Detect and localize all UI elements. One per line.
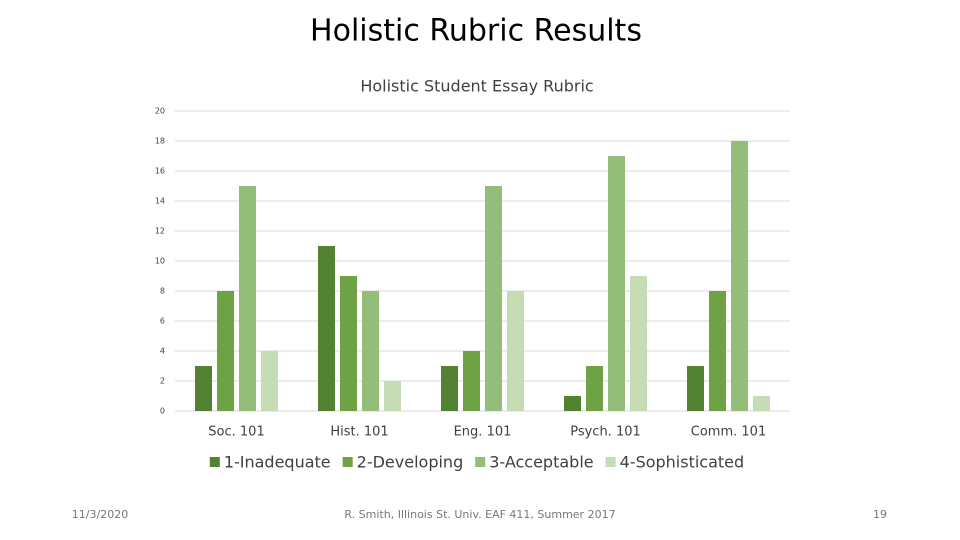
bar — [586, 366, 603, 411]
bar — [687, 366, 704, 411]
legend-swatch — [605, 457, 616, 467]
y-tick-label: 18 — [155, 137, 165, 146]
bar — [507, 291, 524, 411]
bar — [217, 291, 234, 411]
y-tick-label: 2 — [160, 377, 165, 386]
bar — [709, 291, 726, 411]
legend-swatch — [475, 457, 486, 467]
legend-swatch — [342, 457, 353, 467]
slide-footer: R. Smith, Illinois St. Univ. EAF 411, Su… — [344, 508, 615, 521]
bar — [384, 381, 401, 411]
bar — [441, 366, 458, 411]
bar — [463, 351, 480, 411]
bar — [753, 396, 770, 411]
y-tick-label: 4 — [160, 347, 165, 356]
y-tick-label: 20 — [155, 107, 165, 116]
y-tick-label: 6 — [160, 317, 165, 326]
y-tick-label: 0 — [160, 407, 165, 416]
x-tick-label: Eng. 101 — [454, 425, 512, 440]
bar — [485, 186, 502, 411]
bar — [340, 276, 357, 411]
bar — [195, 366, 212, 411]
page-number: 19 — [873, 508, 887, 521]
bar — [362, 291, 379, 411]
y-tick-label: 12 — [155, 227, 165, 236]
bar — [630, 276, 647, 411]
bar — [261, 351, 278, 411]
slide-date: 11/3/2020 — [72, 508, 128, 521]
x-tick-label: Soc. 101 — [208, 425, 264, 440]
x-tick-label: Hist. 101 — [330, 425, 388, 440]
y-tick-label: 8 — [160, 287, 165, 296]
legend-label: 3-Acceptable — [489, 453, 593, 472]
legend-label: 2-Developing — [357, 453, 464, 472]
chart-title: Holistic Student Essay Rubric — [360, 77, 593, 96]
bar — [318, 246, 335, 411]
bar — [731, 141, 748, 411]
bar — [239, 186, 256, 411]
y-tick-label: 14 — [155, 197, 165, 206]
y-tick-label: 16 — [155, 167, 165, 176]
legend-label: 1-Inadequate — [224, 453, 331, 472]
y-tick-label: 10 — [155, 257, 165, 266]
legend-label: 4-Sophisticated — [620, 453, 745, 472]
x-tick-label: Comm. 101 — [691, 425, 766, 440]
slide-title: Holistic Rubric Results — [310, 14, 642, 49]
bar — [608, 156, 625, 411]
x-tick-label: Psych. 101 — [570, 425, 641, 440]
bar — [564, 396, 581, 411]
legend-swatch — [209, 457, 220, 467]
